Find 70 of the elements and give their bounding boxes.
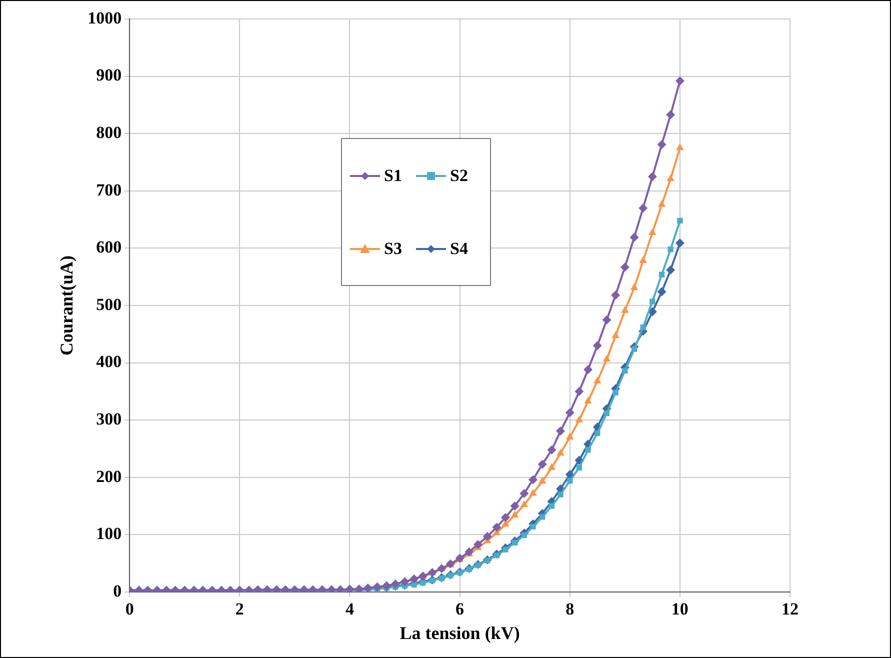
point (538, 476, 546, 484)
point (666, 265, 676, 274)
point (530, 524, 536, 530)
point (650, 298, 656, 304)
point (676, 143, 684, 150)
x-tick-label: 8 (566, 600, 574, 619)
point (567, 478, 573, 484)
y-tick-label: 1000 (88, 8, 122, 28)
y-axis-title: Courant(uA) (56, 255, 76, 356)
point (622, 368, 628, 374)
point (521, 532, 528, 538)
point (429, 578, 436, 584)
legend-label: S1 (384, 166, 402, 186)
point (612, 331, 620, 338)
y-tick-label: 700 (96, 180, 122, 200)
point (640, 324, 646, 330)
x-tick-label: 0 (125, 600, 134, 619)
y-tick-label: 0 (113, 581, 122, 600)
point (575, 416, 584, 422)
point (602, 354, 611, 362)
point (677, 218, 683, 224)
x-tick-label: 12 (782, 600, 798, 619)
y-tick-label: 400 (96, 352, 122, 372)
x-tick-label: 4 (345, 600, 354, 619)
point (594, 430, 600, 436)
point (576, 464, 582, 470)
y-tick-label: 900 (96, 66, 122, 85)
y-tick-label: 800 (96, 122, 122, 142)
point (612, 390, 618, 396)
y-tick-label: 500 (96, 294, 122, 314)
point (484, 558, 490, 564)
x-tick-label: 6 (456, 600, 464, 619)
point (657, 287, 666, 296)
point (648, 228, 656, 235)
legend-label: S4 (450, 238, 468, 258)
point (540, 514, 546, 520)
point (456, 570, 463, 576)
point (585, 447, 591, 453)
point (411, 582, 417, 588)
point (584, 396, 592, 404)
legend-label: S2 (450, 166, 468, 186)
point (666, 174, 674, 182)
point (558, 492, 564, 498)
x-tick-label: 2 (235, 600, 244, 619)
y-tick-label: 600 (96, 238, 122, 257)
point (631, 346, 638, 352)
x-tick-label: 10 (671, 600, 688, 619)
point (630, 283, 638, 290)
point (639, 256, 647, 264)
y-tick-label: 100 (96, 524, 122, 544)
point (675, 238, 684, 248)
point (593, 376, 602, 384)
point (548, 503, 555, 509)
point (520, 500, 528, 508)
point (548, 463, 556, 470)
point (658, 200, 666, 207)
point (668, 246, 674, 252)
point (420, 580, 426, 586)
point (529, 488, 537, 496)
y-tick-label: 200 (96, 466, 122, 486)
point (510, 510, 519, 518)
point (621, 306, 629, 313)
legend-label: S3 (384, 238, 402, 258)
y-tick-label: 300 (96, 409, 122, 428)
point (512, 540, 518, 546)
point (604, 410, 610, 416)
point (566, 432, 574, 440)
x-axis-title: La tension (kV) (400, 622, 520, 643)
point (658, 272, 665, 278)
point (556, 448, 564, 456)
